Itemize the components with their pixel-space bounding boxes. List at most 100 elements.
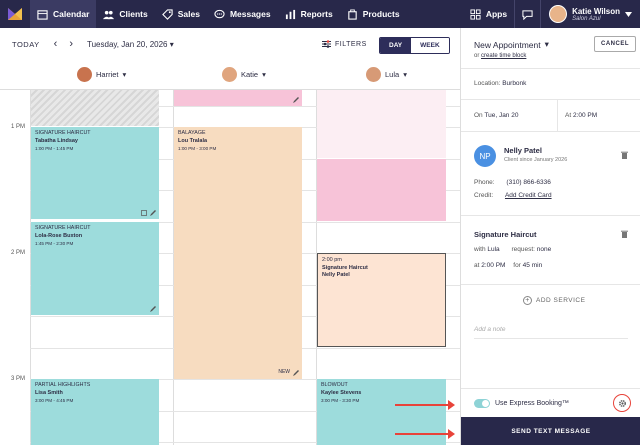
divider [461,131,640,132]
annotation-arrow [395,400,455,410]
clients-icon [103,10,115,19]
note-input[interactable]: Add a note [474,326,506,333]
column-divider [30,90,31,445]
edit-pencil-icon[interactable] [293,370,299,376]
add-service-label: ADD SERVICE [536,297,586,304]
apps-grid-icon [470,8,481,20]
phone-value[interactable]: (310) 866-6336 [506,179,551,186]
appointment-client: Lola-Rose Buxton [35,232,83,239]
avatar [77,67,92,82]
service-name[interactable]: Signature Haircut [474,230,537,239]
new-appointment-preview[interactable]: 2:00 pm Signature Haircut Nelly Patel [317,253,446,347]
service-time-select[interactable]: 2:00 PM [481,262,506,269]
time-label: 2 PM [11,250,26,256]
date-row[interactable]: On Tue, Jan 20 [474,112,518,119]
prev-day-button[interactable]: ‹ [53,38,58,50]
note-underline [474,338,628,339]
create-block-row: or create time block [474,53,526,59]
add-credit-card-link[interactable]: Add Credit Card [504,192,552,199]
time-value: 2:00 PM [572,112,598,119]
duration-select[interactable]: 45 min [522,262,543,269]
user-menu[interactable]: Katie Wilson Salon Azul [541,5,640,23]
available-slot[interactable] [317,90,446,158]
products-icon [347,8,357,20]
send-text-message-button[interactable]: SEND TEXT MESSAGE [461,417,640,445]
messages-icon [214,9,225,18]
time-row[interactable]: At 2:00 PM [565,112,597,119]
date-value: Tue, Jan 20 [484,112,519,119]
filters-button[interactable]: FILTERS [322,40,367,48]
chat-bubble-icon [522,9,533,20]
filter-sliders-icon [322,40,331,48]
date-picker[interactable]: Tuesday, Jan 20, 2026 ▾ [87,40,174,49]
nav-sales[interactable]: Sales [155,0,207,28]
note-icon [141,210,147,216]
nav-reports[interactable]: Reports [278,0,340,28]
panel-title-text: New Appointment [474,39,541,50]
appointment-client: Lisa Smith [35,389,63,396]
express-booking-row: Use Express Booking™ [461,388,640,416]
nav-messages[interactable]: Messages [207,0,278,28]
with-label: with [474,246,486,253]
app-logo[interactable] [0,0,30,28]
nav-products[interactable]: Products [340,0,407,28]
appointment-time: 3:00 PM - 3:30 PM [321,398,360,403]
phone-label: Phone: [474,179,495,186]
chat-button[interactable] [515,0,540,28]
create-time-block-link[interactable]: create time block [481,53,527,59]
appointment-card[interactable]: SIGNATURE HAIRCUT Lola-Rose Buxton 1:45 … [31,222,159,315]
annotation-arrow [395,429,455,439]
location-row[interactable]: Location: Burbonk [474,80,526,87]
appointment-time: 1:45 PM - 2:30 PM [35,241,74,246]
or-text: or [474,53,480,59]
appointment-time: 2:00 pm [322,257,342,263]
for-label: for [513,262,521,269]
blocked-time[interactable] [31,90,159,126]
appointment-service: Signature Haircut [322,264,368,271]
appointment-card[interactable]: BALAYAGE Lou Tralala 1:00 PM - 3:00 PM N… [174,127,302,379]
next-day-button[interactable]: › [69,38,73,50]
edit-pencil-icon[interactable] [150,210,156,216]
appointment-card[interactable] [174,90,302,106]
chevron-down-icon: ▾ [403,70,407,79]
appointment-card[interactable]: BLOWOUT Kaylee Stevens 3:00 PM - 3:30 PM [317,379,446,445]
trash-icon[interactable] [621,151,628,159]
staff-select[interactable]: Lula [487,246,500,253]
avatar [549,5,568,23]
service-time-row: at 2:00 PM for 45 min [474,262,542,269]
appointment-client: Lou Tralala [178,137,208,144]
view-day-button[interactable]: DAY [380,38,412,53]
today-button[interactable]: TODAY [12,39,40,49]
plus-icon: + [523,296,532,305]
nav-clients[interactable]: Clients [96,0,154,28]
client-name[interactable]: Nelly Patel [504,146,542,155]
new-appointment-panel: New Appointment ▾ or create time block C… [460,28,640,445]
appointment-card[interactable] [317,159,446,221]
appointment-card[interactable]: SIGNATURE HAIRCUT Tabatha Lindsay 1:00 P… [31,127,159,219]
add-service-button[interactable]: + ADD SERVICE [523,296,585,305]
express-settings-button[interactable] [613,394,631,412]
view-week-button[interactable]: WEEK [411,38,449,53]
express-booking-label: Use Express Booking™ [495,400,569,407]
staff-katie[interactable]: Katie ▾ [222,67,266,82]
appointment-service: SIGNATURE HAIRCUT [35,130,91,136]
current-date: Tuesday, Jan 20, 2026 [87,39,168,49]
nav-calendar[interactable]: Calendar [30,0,97,28]
appointment-service: PARTIAL HIGHLIGHTS [35,382,91,388]
staff-harriet[interactable]: Harriet ▾ [77,67,126,82]
edit-pencil-icon[interactable] [293,97,299,103]
nav-clients-label: Clients [119,9,148,19]
edit-pencil-icon[interactable] [150,306,156,312]
trash-icon[interactable] [621,230,628,238]
panel-title[interactable]: New Appointment ▾ [474,39,549,50]
express-booking-toggle[interactable] [474,399,490,408]
nav-apps[interactable]: Apps [463,0,514,28]
request-select[interactable]: none [536,246,552,253]
appointment-card[interactable]: PARTIAL HIGHLIGHTS Lisa Smith 3:00 PM - … [31,379,159,445]
filters-label: FILTERS [335,40,367,48]
nav-calendar-label: Calendar [53,9,90,19]
staff-lula[interactable]: Lula ▾ [366,67,407,82]
divider [461,99,640,100]
cancel-button[interactable]: CANCEL [594,36,636,52]
credit-label: Credit: [474,192,494,199]
